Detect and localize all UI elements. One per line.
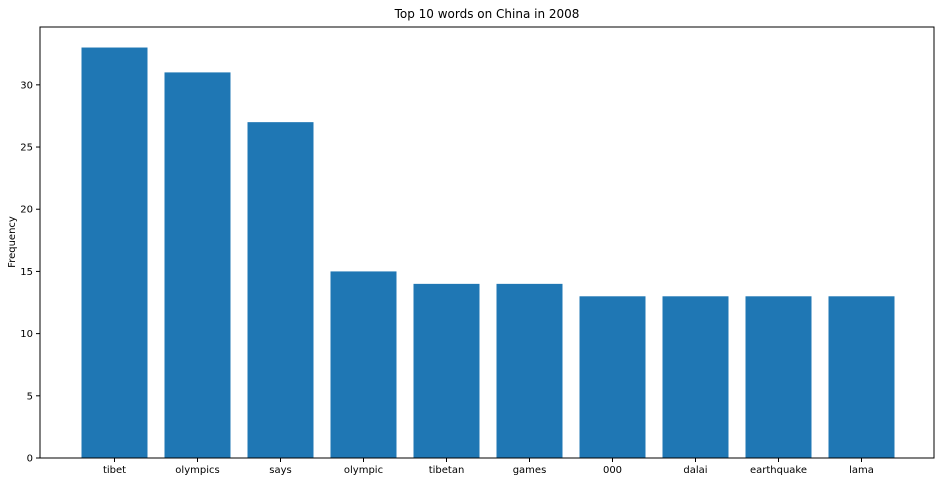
y-tick-label: 10 bbox=[20, 329, 33, 340]
bar-lama bbox=[828, 296, 895, 458]
chart-title: Top 10 words on China in 2008 bbox=[394, 7, 580, 21]
bar-says bbox=[247, 122, 314, 458]
bar-dalai bbox=[662, 296, 729, 458]
x-tick-label: tibetan bbox=[429, 465, 465, 476]
x-tick-label: games bbox=[513, 465, 547, 476]
y-ticks-group: 0 5 10 15 20 25 30 bbox=[20, 80, 40, 465]
x-ticks-group: tibet olympics says olympic tibetan games 000 d… bbox=[103, 458, 874, 476]
bar-tibet bbox=[81, 47, 148, 459]
x-tick-label: tibet bbox=[103, 465, 126, 476]
y-tick-label: 25 bbox=[20, 143, 33, 154]
y-tick-label: 0 bbox=[27, 454, 33, 465]
x-tick-label: lama bbox=[849, 465, 874, 476]
y-tick-label: 30 bbox=[20, 80, 33, 91]
x-tick-label: dalai bbox=[683, 465, 707, 476]
bar-000 bbox=[579, 296, 646, 458]
y-tick-label: 15 bbox=[20, 267, 33, 278]
x-tick-label: earthquake bbox=[750, 465, 807, 476]
bar-earthquake bbox=[745, 296, 812, 458]
plot-frame bbox=[39, 26, 935, 459]
x-tick-label: 000 bbox=[603, 465, 622, 476]
bar-olympics bbox=[164, 72, 231, 458]
x-tick-label: olympic bbox=[344, 465, 383, 476]
x-tick-label: olympics bbox=[175, 465, 219, 476]
y-axis-label: Frequency bbox=[7, 216, 18, 268]
bar-olympic bbox=[330, 271, 397, 458]
y-tick-label: 20 bbox=[20, 205, 33, 216]
bar-tibetan bbox=[413, 283, 480, 458]
y-tick-label: 5 bbox=[27, 391, 33, 402]
bars-group bbox=[81, 47, 895, 459]
x-tick-label: says bbox=[269, 465, 291, 476]
bar-games bbox=[496, 283, 563, 458]
